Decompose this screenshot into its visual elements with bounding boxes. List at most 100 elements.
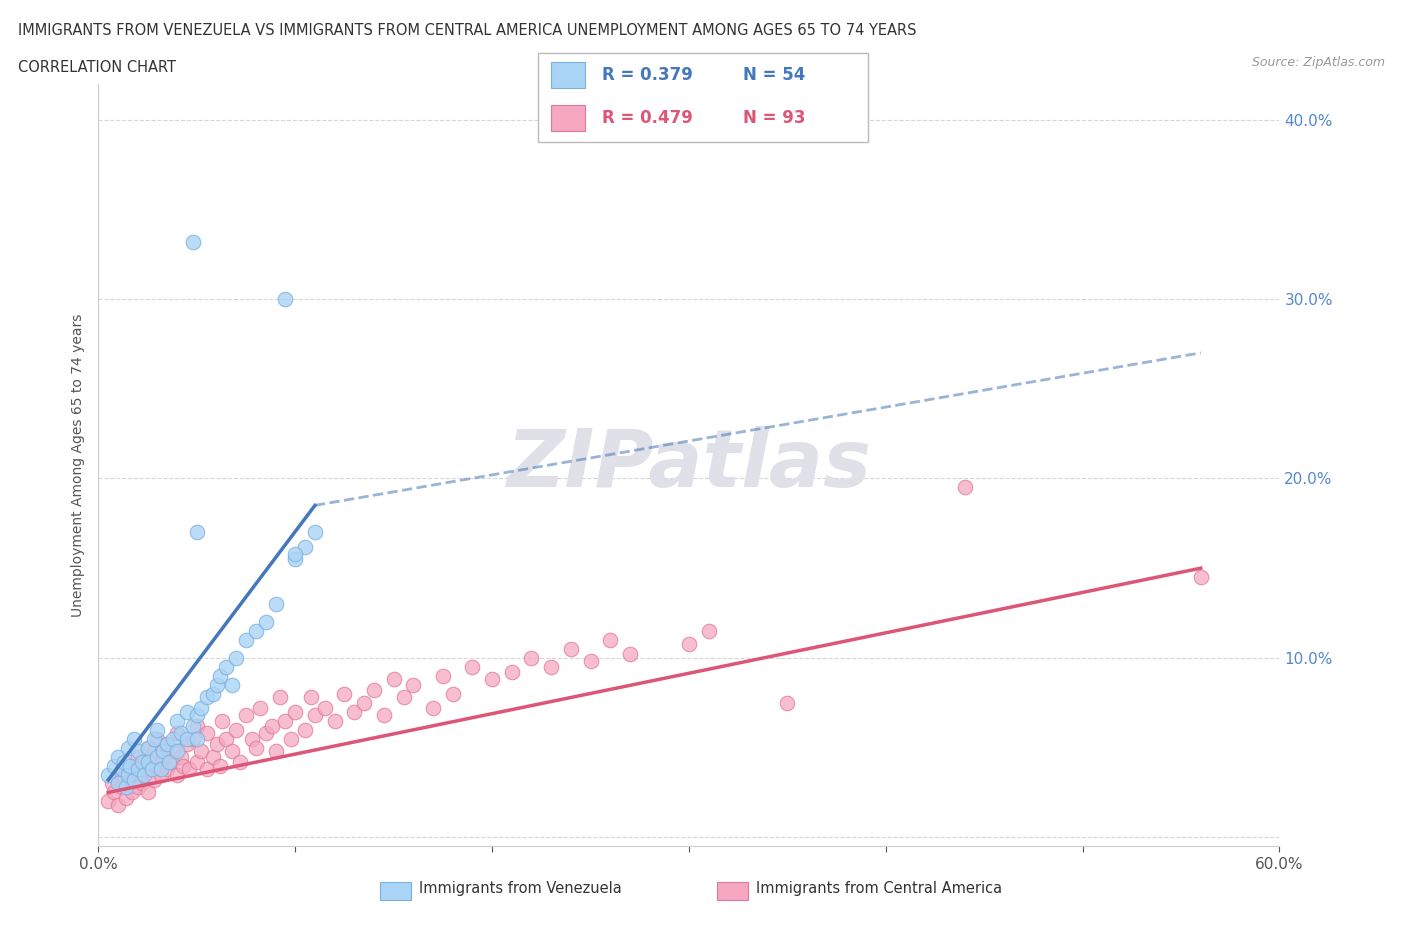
Point [264, 744, 287, 759]
Point [115, 790, 138, 805]
Point [122, 773, 145, 788]
Point [249, 700, 271, 715]
Point [111, 762, 134, 777]
Point [215, 659, 238, 674]
Point [122, 773, 145, 788]
Point [186, 525, 208, 539]
Point [373, 708, 395, 723]
Point [136, 740, 159, 755]
Point [186, 708, 208, 723]
Point [166, 713, 188, 728]
Point [121, 785, 143, 800]
Point [432, 669, 454, 684]
Point [284, 704, 307, 719]
Point [260, 719, 283, 734]
Text: N = 93: N = 93 [744, 109, 806, 127]
Point [186, 731, 208, 746]
Point [142, 744, 165, 759]
Point [284, 551, 307, 566]
Point [280, 731, 302, 746]
Text: R = 0.379: R = 0.379 [602, 66, 693, 84]
Point [205, 677, 228, 692]
Point [245, 623, 267, 638]
Point [101, 776, 124, 790]
Point [520, 650, 543, 665]
Point [170, 750, 193, 764]
Point [245, 740, 267, 755]
Point [136, 740, 159, 755]
Point [560, 642, 582, 657]
Point [162, 744, 184, 759]
Bar [551, 62, 585, 88]
Point [142, 731, 165, 746]
Point [181, 234, 204, 249]
Point [186, 754, 208, 769]
Point [166, 744, 188, 759]
Point [599, 632, 621, 647]
Point [166, 725, 188, 740]
Point [205, 737, 228, 751]
Point [146, 750, 169, 764]
Point [402, 677, 425, 692]
Point [97, 767, 120, 782]
Point [304, 708, 326, 723]
Point [284, 547, 307, 562]
Point [274, 713, 297, 728]
Point [953, 480, 976, 495]
Point [1189, 570, 1212, 585]
Point [138, 762, 160, 777]
Point [122, 758, 145, 773]
Point [118, 758, 141, 773]
Text: N = 54: N = 54 [744, 66, 806, 84]
FancyBboxPatch shape [537, 53, 869, 142]
Text: IMMIGRANTS FROM VENEZUELA VS IMMIGRANTS FROM CENTRAL AMERICA UNEMPLOYMENT AMONG : IMMIGRANTS FROM VENEZUELA VS IMMIGRANTS … [18, 23, 917, 38]
Point [107, 798, 129, 813]
Point [254, 725, 277, 740]
Point [127, 779, 149, 794]
Point [176, 704, 198, 719]
Point [382, 672, 405, 687]
Point [501, 665, 523, 680]
Point [111, 779, 134, 794]
Point [264, 597, 287, 612]
Text: Immigrants from Central America: Immigrants from Central America [756, 881, 1002, 896]
Point [117, 767, 139, 782]
Point [142, 773, 165, 788]
Point [127, 762, 149, 777]
Point [135, 762, 157, 777]
Point [343, 704, 366, 719]
Point [211, 713, 233, 728]
Point [299, 690, 322, 705]
Point [166, 767, 188, 782]
Point [146, 731, 169, 746]
Point [304, 525, 326, 539]
Point [156, 737, 179, 751]
Y-axis label: Unemployment Among Ages 65 to 74 years: Unemployment Among Ages 65 to 74 years [72, 313, 86, 617]
Point [160, 754, 183, 769]
Point [170, 725, 193, 740]
Point [209, 758, 232, 773]
Point [176, 731, 198, 746]
Point [132, 754, 155, 769]
Point [221, 744, 243, 759]
Point [481, 672, 503, 687]
Point [240, 731, 263, 746]
Point [152, 750, 174, 764]
Point [294, 723, 316, 737]
Point [128, 767, 150, 782]
Point [190, 700, 212, 715]
Point [103, 785, 125, 800]
Point [181, 731, 204, 746]
Point [146, 723, 169, 737]
Point [136, 785, 159, 800]
Point [619, 647, 641, 662]
Point [131, 754, 153, 769]
Point [215, 731, 238, 746]
Point [127, 744, 149, 759]
Text: CORRELATION CHART: CORRELATION CHART [18, 60, 176, 75]
Text: Immigrants from Venezuela: Immigrants from Venezuela [419, 881, 621, 896]
Point [195, 762, 218, 777]
Point [678, 636, 700, 651]
Point [152, 744, 174, 759]
Point [190, 744, 212, 759]
